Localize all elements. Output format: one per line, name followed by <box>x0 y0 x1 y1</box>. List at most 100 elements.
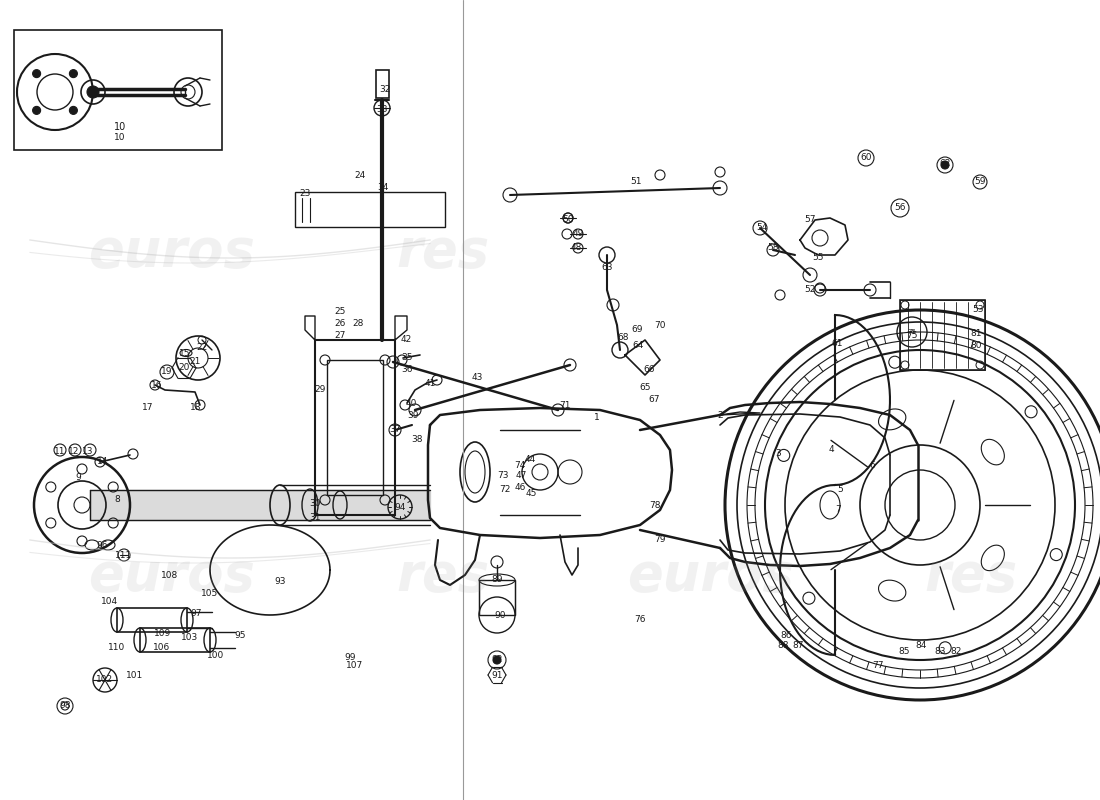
Text: 4: 4 <box>828 446 834 454</box>
Text: 71: 71 <box>559 402 571 410</box>
Text: 87: 87 <box>792 641 804 650</box>
Text: 25: 25 <box>334 307 345 317</box>
Text: 46: 46 <box>515 483 526 493</box>
Text: 63: 63 <box>602 263 613 273</box>
Text: euros: euros <box>627 550 794 602</box>
Text: 58: 58 <box>768 243 779 253</box>
Text: 88: 88 <box>778 641 789 650</box>
Text: 95: 95 <box>234 630 245 639</box>
Text: 89: 89 <box>492 575 503 585</box>
Text: 108: 108 <box>162 570 178 579</box>
Text: 16: 16 <box>152 381 163 390</box>
Text: 102: 102 <box>97 675 113 685</box>
Text: 44: 44 <box>525 455 536 465</box>
Text: 50: 50 <box>562 215 574 225</box>
Text: 92: 92 <box>492 655 503 665</box>
Text: 75: 75 <box>908 329 916 335</box>
Text: 78: 78 <box>649 501 661 510</box>
Text: 82: 82 <box>950 646 961 655</box>
Text: 1: 1 <box>594 414 600 422</box>
Text: 76: 76 <box>635 615 646 625</box>
Text: 96: 96 <box>97 541 108 550</box>
Text: 49: 49 <box>572 230 584 238</box>
Circle shape <box>87 86 99 98</box>
Text: 33: 33 <box>376 106 387 114</box>
Text: 45: 45 <box>526 490 537 498</box>
Text: 101: 101 <box>126 671 144 681</box>
Text: 21: 21 <box>189 357 200 366</box>
Text: 43: 43 <box>471 373 483 382</box>
Text: res: res <box>396 550 490 602</box>
Text: 20: 20 <box>178 363 189 373</box>
Circle shape <box>493 656 500 664</box>
Text: 74: 74 <box>515 461 526 470</box>
Text: 105: 105 <box>201 590 219 598</box>
Text: 37: 37 <box>389 426 400 434</box>
Text: 3: 3 <box>776 449 781 458</box>
Bar <box>140 628 210 652</box>
Text: 29: 29 <box>315 386 326 394</box>
Text: 18: 18 <box>190 403 201 413</box>
Text: 14: 14 <box>97 458 109 466</box>
Text: 31: 31 <box>309 513 321 522</box>
Bar <box>900 300 984 370</box>
Text: 110: 110 <box>109 643 125 653</box>
Text: 38: 38 <box>411 435 422 445</box>
Bar <box>376 70 389 98</box>
Text: 34: 34 <box>377 183 388 193</box>
Text: 11: 11 <box>54 446 66 455</box>
Text: 81: 81 <box>970 329 981 338</box>
Text: 36: 36 <box>402 366 412 374</box>
Text: 67: 67 <box>648 395 660 405</box>
Text: 23: 23 <box>299 189 310 198</box>
Text: 85: 85 <box>899 646 910 655</box>
Text: 65: 65 <box>639 382 651 391</box>
Text: 111: 111 <box>116 550 133 559</box>
Text: 55: 55 <box>812 253 824 262</box>
Text: 68: 68 <box>617 333 629 342</box>
Text: 7: 7 <box>835 506 840 514</box>
Text: 40: 40 <box>405 398 417 407</box>
Text: 10: 10 <box>114 134 125 142</box>
Text: 99: 99 <box>344 654 355 662</box>
Text: 39: 39 <box>407 410 419 419</box>
Text: 98: 98 <box>59 702 70 710</box>
Text: 24: 24 <box>354 170 365 179</box>
Text: 41: 41 <box>425 378 436 387</box>
Text: 93: 93 <box>274 578 286 586</box>
Text: 57: 57 <box>804 215 816 225</box>
Text: 6: 6 <box>869 462 874 470</box>
Bar <box>478 580 515 615</box>
Text: 75: 75 <box>906 330 917 339</box>
Text: 10: 10 <box>114 122 126 132</box>
Text: 79: 79 <box>654 535 666 545</box>
Text: 72: 72 <box>499 486 510 494</box>
Text: 35: 35 <box>402 354 412 362</box>
Text: 2: 2 <box>717 410 723 419</box>
Bar <box>900 300 984 370</box>
Text: 86: 86 <box>780 630 792 639</box>
Text: 26: 26 <box>334 319 345 329</box>
Text: 30: 30 <box>309 498 321 507</box>
Text: 52: 52 <box>804 286 816 294</box>
Text: 64: 64 <box>632 341 644 350</box>
Circle shape <box>69 70 77 78</box>
Bar <box>14 30 222 150</box>
Text: 53: 53 <box>972 306 983 314</box>
Text: 8: 8 <box>114 494 120 503</box>
Text: 107: 107 <box>346 662 364 670</box>
Circle shape <box>940 161 949 169</box>
Text: 22: 22 <box>197 343 208 353</box>
Text: 32: 32 <box>379 86 390 94</box>
Text: 60: 60 <box>860 153 871 162</box>
Text: 51: 51 <box>630 178 641 186</box>
Bar <box>117 608 187 632</box>
Text: 48: 48 <box>570 243 582 253</box>
Text: 100: 100 <box>208 650 224 659</box>
Text: euros: euros <box>88 226 255 278</box>
Text: 17: 17 <box>142 402 154 411</box>
Circle shape <box>33 106 41 114</box>
Bar <box>315 340 395 515</box>
Text: 91: 91 <box>492 670 503 679</box>
Text: res: res <box>924 550 1018 602</box>
